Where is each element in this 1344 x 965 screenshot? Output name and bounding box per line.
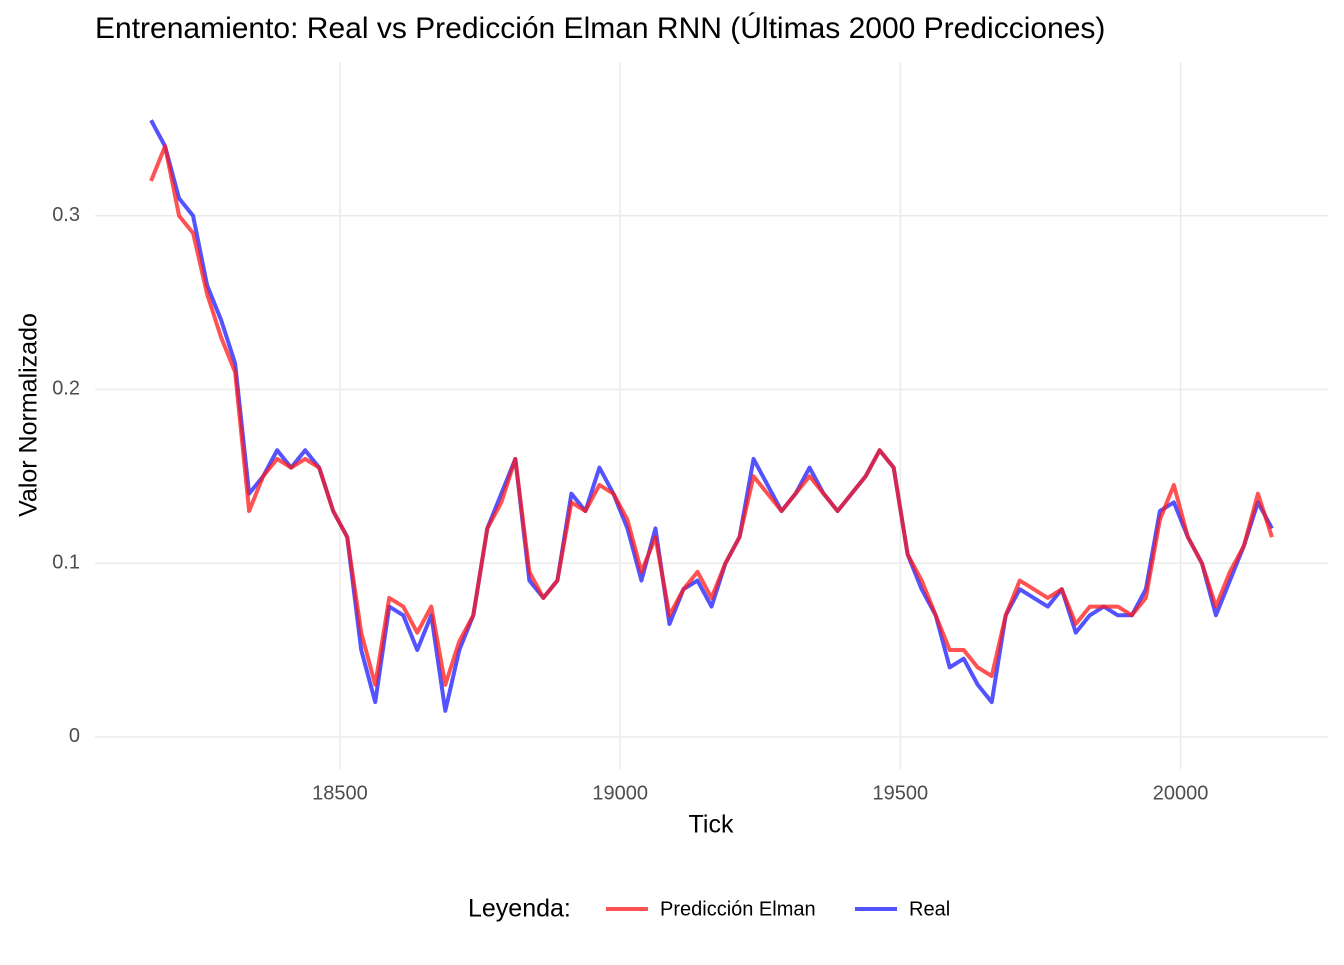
legend-title: Leyenda: (468, 895, 571, 923)
y-tick-label: 0.1 (52, 551, 80, 573)
x-tick-label: 18500 (312, 782, 368, 804)
x-tick-label: 19000 (592, 782, 648, 804)
data-line (149, 119, 1274, 713)
chart-title: Entrenamiento: Real vs Predicción Elman … (95, 12, 1105, 45)
x-tick-label: 20000 (1153, 782, 1209, 804)
y-tick-label: 0.3 (52, 204, 80, 226)
y-axis-title: Valor Normalizado (15, 313, 43, 517)
y-tick-label: 0 (69, 725, 80, 747)
y-tick-label: 0.2 (52, 378, 80, 400)
legend-label: Predicción Elman (660, 898, 816, 920)
x-tick-label: 19500 (873, 782, 929, 804)
legend-label: Real (909, 898, 950, 920)
x-axis-title: Tick (689, 811, 734, 839)
data-line (149, 144, 1274, 687)
